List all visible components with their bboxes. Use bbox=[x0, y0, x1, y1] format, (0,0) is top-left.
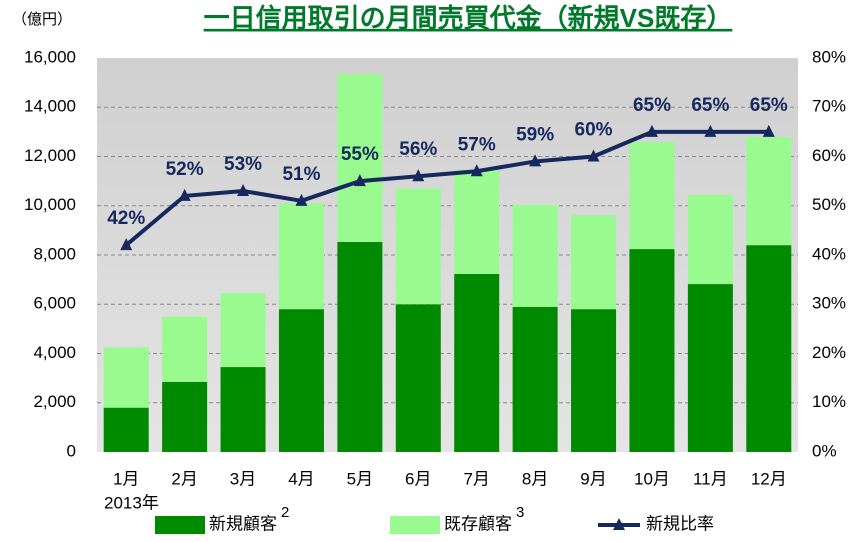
data-label: 52% bbox=[166, 159, 204, 180]
data-label: 53% bbox=[224, 154, 262, 175]
y-tick-label: 8,000 bbox=[33, 244, 76, 263]
bar bbox=[103, 407, 149, 452]
data-label: 65% bbox=[750, 95, 788, 116]
bar bbox=[571, 215, 617, 310]
legend-note: 2 bbox=[281, 504, 289, 521]
marker bbox=[704, 124, 717, 137]
x-tick-label: 11月 bbox=[693, 469, 728, 488]
legend-marker bbox=[613, 518, 625, 530]
bar bbox=[454, 273, 500, 452]
y-unit: （億円） bbox=[12, 11, 72, 28]
y2-tick-label: 80% bbox=[812, 47, 846, 66]
bar bbox=[746, 137, 792, 246]
y-tick-label: 6,000 bbox=[33, 294, 76, 313]
data-label: 51% bbox=[282, 164, 320, 185]
bar bbox=[571, 309, 617, 452]
chart-title: 一日信用取引の月間売買代金（新規VS既存） bbox=[204, 3, 733, 33]
y2-tick-label: 40% bbox=[812, 244, 846, 263]
x-tick-label: 8月 bbox=[522, 469, 548, 488]
data-label: 59% bbox=[516, 124, 554, 145]
y-tick-label: 0 bbox=[67, 441, 76, 460]
line bbox=[124, 129, 769, 247]
y2-tick-label: 50% bbox=[812, 195, 846, 214]
legend-note: 3 bbox=[516, 504, 524, 521]
x-note: 2013年 bbox=[104, 493, 159, 512]
x-tick-label: 3月 bbox=[230, 469, 256, 488]
legend-swatch bbox=[155, 516, 205, 534]
bar bbox=[220, 293, 266, 368]
y2-tick-label: 20% bbox=[812, 343, 846, 362]
bar bbox=[687, 194, 733, 285]
y2-tick-label: 30% bbox=[812, 294, 846, 313]
data-label: 65% bbox=[633, 95, 671, 116]
marker bbox=[237, 183, 250, 196]
y2-tick-label: 10% bbox=[812, 392, 846, 411]
x-tick-label: 9月 bbox=[580, 469, 606, 488]
marker bbox=[529, 154, 542, 167]
marker bbox=[412, 169, 425, 182]
y-tick-label: 16,000 bbox=[24, 47, 76, 66]
y-tick-label: 12,000 bbox=[24, 146, 76, 165]
data-label: 57% bbox=[458, 134, 496, 155]
bar bbox=[454, 170, 500, 274]
bar bbox=[629, 141, 675, 250]
legend-label: 既存顧客 bbox=[444, 514, 512, 533]
marker bbox=[120, 238, 133, 251]
y-tick-label: 4,000 bbox=[33, 343, 76, 362]
legend-label: 新規比率 bbox=[646, 514, 714, 533]
x-tick-label: 12月 bbox=[751, 469, 787, 488]
y2-tick-label: 60% bbox=[812, 146, 846, 165]
legend-swatch bbox=[390, 516, 440, 534]
y2-tick-label: 70% bbox=[812, 97, 846, 116]
bar bbox=[687, 284, 733, 452]
bar bbox=[395, 188, 441, 305]
marker bbox=[587, 149, 600, 162]
marker bbox=[353, 174, 366, 187]
bar bbox=[162, 381, 208, 452]
data-label: 60% bbox=[575, 120, 613, 141]
y-tick-label: 10,000 bbox=[24, 195, 76, 214]
bar bbox=[395, 304, 441, 452]
y-tick-label: 2,000 bbox=[33, 392, 76, 411]
bar bbox=[629, 249, 675, 452]
bar bbox=[337, 74, 383, 242]
data-label: 56% bbox=[399, 139, 437, 160]
marker bbox=[762, 124, 775, 137]
bar bbox=[512, 205, 558, 307]
x-tick-label: 6月 bbox=[405, 469, 431, 488]
y2-tick-label: 0% bbox=[812, 441, 837, 460]
bar bbox=[746, 245, 792, 452]
y-tick-label: 14,000 bbox=[24, 97, 76, 116]
bar bbox=[337, 241, 383, 452]
marker bbox=[295, 193, 308, 206]
data-label: 55% bbox=[341, 144, 379, 165]
bar bbox=[278, 309, 324, 452]
data-label: 65% bbox=[691, 95, 729, 116]
x-tick-label: 1月 bbox=[113, 469, 139, 488]
marker bbox=[470, 164, 483, 177]
legend-label: 新規顧客 bbox=[209, 514, 277, 533]
marker bbox=[645, 124, 658, 137]
bar bbox=[512, 306, 558, 452]
x-tick-label: 5月 bbox=[347, 469, 373, 488]
x-tick-label: 4月 bbox=[288, 469, 314, 488]
bar bbox=[103, 347, 149, 408]
marker bbox=[178, 188, 191, 201]
x-tick-label: 7月 bbox=[463, 469, 489, 488]
x-tick-label: 10月 bbox=[634, 469, 670, 488]
bar bbox=[162, 316, 208, 382]
bar bbox=[278, 203, 324, 310]
data-label: 42% bbox=[107, 208, 145, 229]
x-tick-label: 2月 bbox=[171, 469, 197, 488]
bar bbox=[220, 367, 266, 452]
